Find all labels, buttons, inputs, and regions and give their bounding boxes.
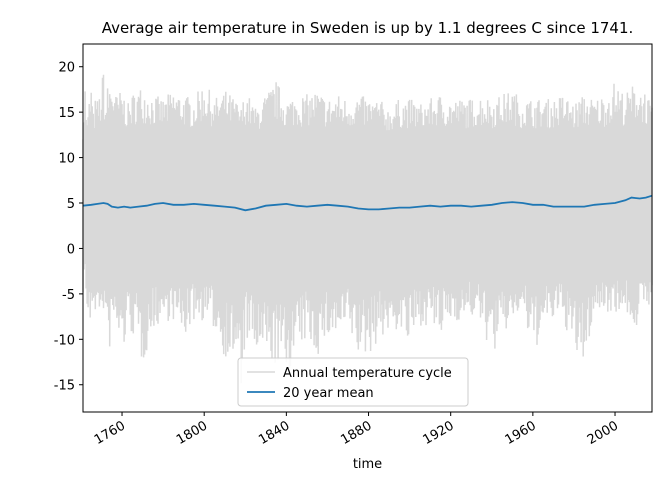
- y-tick-label: 0: [67, 242, 75, 257]
- plot-frame: [82, 43, 653, 413]
- x-tick-label: 2000: [585, 418, 621, 448]
- x-tick-label: 1880: [338, 418, 374, 448]
- legend-label-20-year-mean: 20 year mean: [283, 386, 374, 401]
- legend: Annual temperature cycle 20 year mean: [237, 357, 469, 407]
- y-tick-label: 5: [67, 197, 75, 212]
- annual-cycle-line: [82, 74, 653, 384]
- x-tick-label: 1920: [421, 418, 457, 448]
- x-axis-label: time: [353, 457, 382, 472]
- y-axis: -15 -10 -5 0 5 10 15 20: [54, 61, 83, 394]
- x-tick-label: 1800: [174, 418, 210, 448]
- chart-title: Average air temperature in Sweden is up …: [102, 19, 634, 37]
- y-tick-label: -10: [54, 333, 75, 348]
- y-tick-label: 10: [58, 152, 75, 167]
- x-tick-label: 1960: [503, 418, 539, 448]
- legend-label-annual-cycle: Annual temperature cycle: [283, 366, 452, 381]
- y-tick-label: 20: [58, 61, 75, 76]
- y-tick-label: -5: [62, 288, 75, 303]
- x-axis: 1760 1800 1840 1880 1920 1960 2000: [92, 412, 621, 448]
- mean-line-layer: [82, 194, 653, 212]
- y-tick-label: -15: [54, 379, 75, 394]
- x-tick-label: 1840: [256, 418, 292, 448]
- legend-box: [237, 357, 469, 407]
- annual-cycle-layer: [82, 74, 653, 384]
- mean-line: [82, 194, 653, 212]
- y-tick-label: 15: [58, 106, 75, 121]
- x-tick-label: 1760: [92, 418, 128, 448]
